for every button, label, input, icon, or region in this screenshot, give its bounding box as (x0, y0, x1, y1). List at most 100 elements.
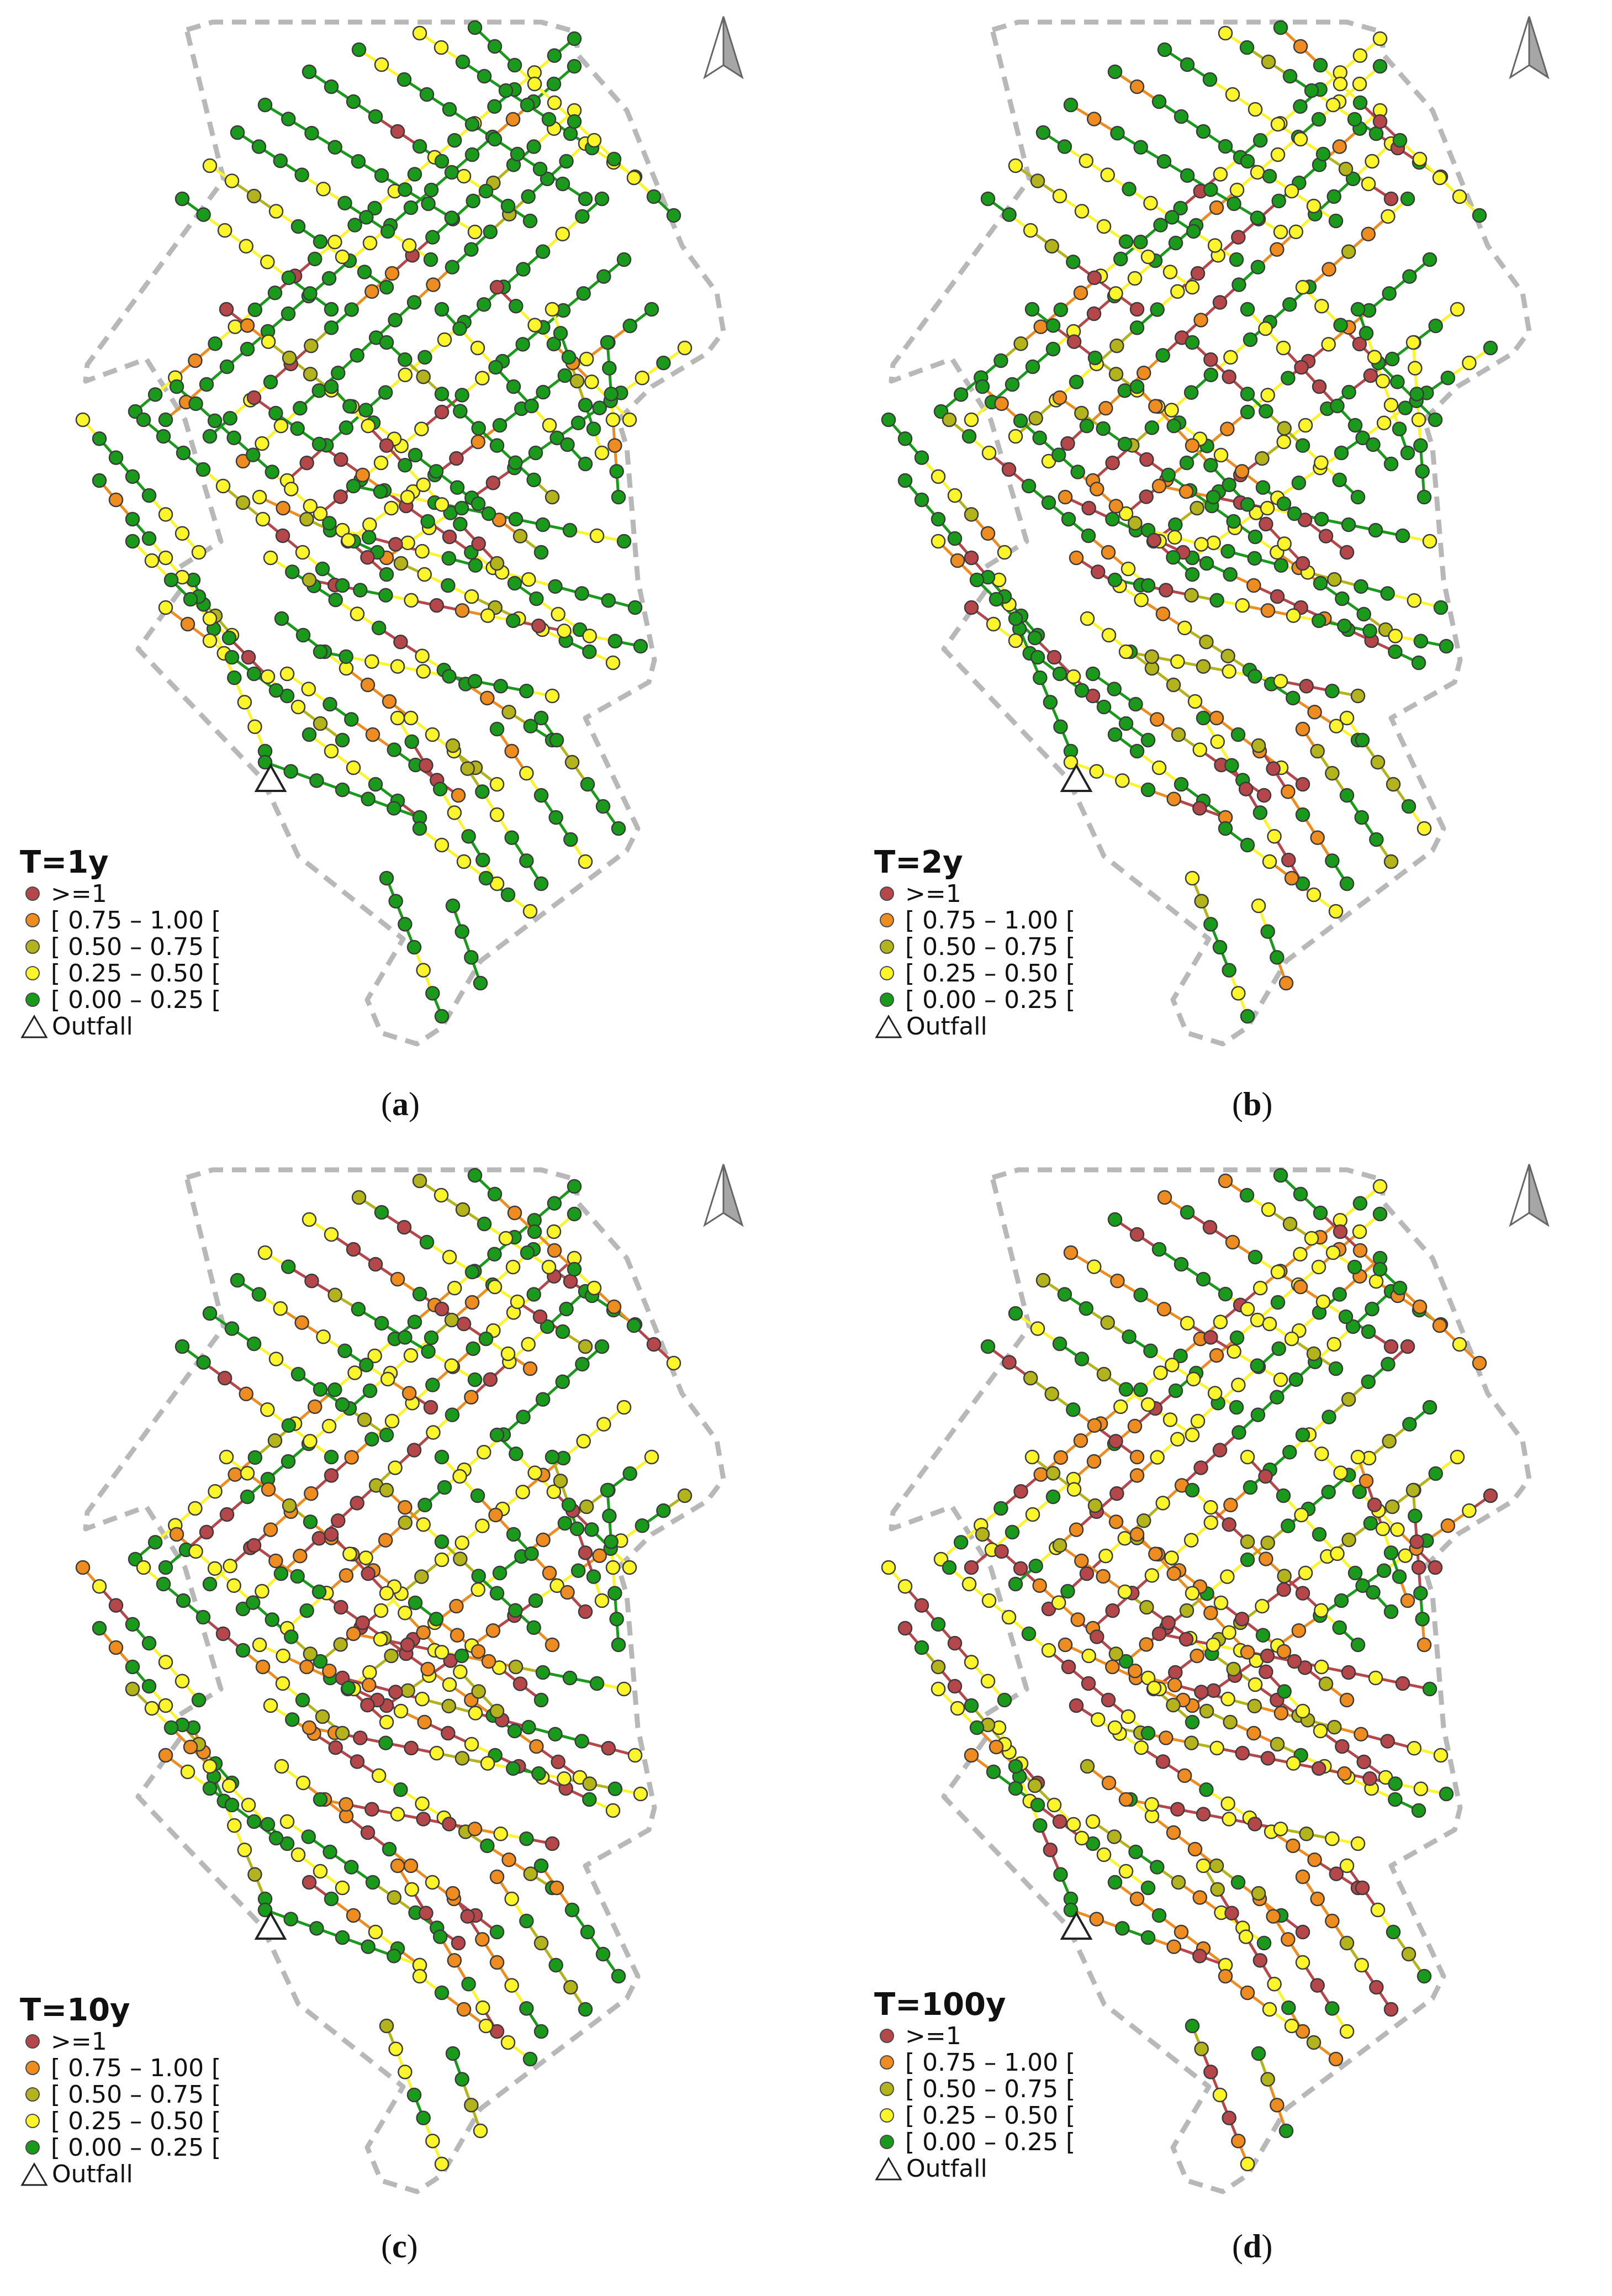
manhole-node (1295, 556, 1310, 571)
manhole-node (1398, 400, 1413, 415)
manhole-node (607, 1781, 623, 1797)
legend-label: [ 0.00 – 0.25 [ (51, 2133, 221, 2162)
manhole-node (1422, 1400, 1437, 1415)
manhole-node (1386, 777, 1401, 792)
manhole-node (1089, 1912, 1104, 1926)
manhole-node (1375, 373, 1391, 389)
manhole-node (1222, 1625, 1236, 1640)
north-arrow-icon (1509, 16, 1550, 80)
manhole-node (398, 1330, 413, 1345)
manhole-node (1240, 154, 1255, 169)
manhole-node (467, 20, 483, 35)
manhole-node (1284, 1331, 1299, 1347)
manhole-node (393, 635, 408, 650)
manhole-node (1140, 578, 1156, 593)
manhole-node (480, 690, 495, 706)
manhole-node (1209, 593, 1224, 608)
manhole-node (365, 1875, 380, 1890)
manhole-node (545, 1836, 560, 1851)
manhole-node (1384, 351, 1400, 367)
manhole-node (1240, 1301, 1255, 1317)
manhole-node (1150, 1450, 1165, 1465)
manhole-node (1128, 516, 1143, 531)
manhole-node (221, 1778, 237, 1793)
manhole-node (1295, 807, 1310, 822)
manhole-node (551, 606, 565, 622)
manhole-node (1376, 415, 1392, 430)
manhole-node (555, 1374, 570, 1389)
manhole-node (1118, 234, 1134, 249)
manhole-node (361, 1566, 376, 1581)
manhole-node (1350, 688, 1366, 704)
manhole-node (92, 1621, 107, 1636)
manhole-node (246, 666, 262, 682)
manhole-node (1250, 1358, 1265, 1373)
manhole-node (156, 1576, 171, 1592)
manhole-node (1413, 1586, 1428, 1601)
manhole-node (1384, 1499, 1400, 1514)
manhole-node (1155, 606, 1171, 621)
manhole-node (1128, 696, 1143, 712)
manhole-node (328, 1740, 343, 1755)
manhole-node (1220, 1796, 1235, 1811)
manhole-node (964, 412, 979, 427)
manhole-node (295, 627, 311, 643)
manhole-node (1156, 154, 1172, 169)
manhole-node (1023, 1370, 1038, 1386)
manhole-node (453, 1551, 468, 1566)
manhole-node (303, 499, 318, 514)
manhole-node (374, 168, 389, 183)
manhole-node (227, 670, 242, 685)
manhole-node (1366, 437, 1381, 452)
legend-item: >=1 (20, 2028, 221, 2056)
manhole-node (1052, 390, 1067, 405)
manhole-node (429, 1745, 445, 1761)
manhole-node (403, 1858, 419, 1873)
manhole-node (563, 126, 578, 141)
manhole-node (487, 99, 502, 114)
manhole-node (1350, 489, 1366, 505)
manhole-node (1370, 1902, 1386, 1918)
manhole-node (388, 894, 403, 909)
manhole-node (299, 455, 314, 471)
manhole-node (339, 649, 353, 664)
manhole-node (467, 224, 483, 240)
manhole-node (1287, 1654, 1302, 1669)
manhole-node (1405, 335, 1421, 350)
manhole-node (1347, 418, 1363, 433)
manhole-node (1240, 302, 1255, 317)
manhole-node (515, 337, 530, 352)
map-panel-c: T=10y >=1[ 0.75 – 1.00 [[ 0.50 – 0.75 [[… (0, 1148, 806, 2295)
manhole-node (1368, 1670, 1383, 1686)
manhole-node (1321, 1485, 1336, 1500)
manhole-node (1282, 1216, 1298, 1232)
manhole-node (434, 497, 450, 512)
manhole-node (368, 1924, 383, 1940)
manhole-node (578, 2002, 593, 2017)
manhole-node (1225, 1234, 1240, 1250)
manhole-node (980, 191, 996, 207)
manhole-node (520, 97, 535, 113)
manhole-node (563, 1274, 578, 1289)
manhole-node (1390, 374, 1405, 389)
manhole-node (1087, 350, 1103, 366)
legend-title: T=1y (20, 844, 109, 880)
manhole-node (327, 234, 342, 250)
manhole-node (398, 2065, 413, 2079)
manhole-node (1270, 1390, 1285, 1405)
manhole-node (1354, 1727, 1368, 1742)
manhole-node (1118, 644, 1134, 659)
manhole-node (1306, 887, 1322, 902)
manhole-node (1232, 277, 1246, 292)
manhole-node (454, 1648, 469, 1664)
manhole-node (374, 57, 389, 72)
manhole-node (504, 830, 519, 845)
manhole-node (596, 269, 611, 284)
manhole-node (1089, 764, 1104, 779)
legend-item-outfall: Outfall (874, 2155, 1075, 2183)
manhole-node (1008, 611, 1023, 626)
manhole-node (506, 379, 521, 394)
manhole-node (535, 517, 551, 532)
manhole-node (335, 1880, 350, 1896)
manhole-node (344, 712, 359, 727)
